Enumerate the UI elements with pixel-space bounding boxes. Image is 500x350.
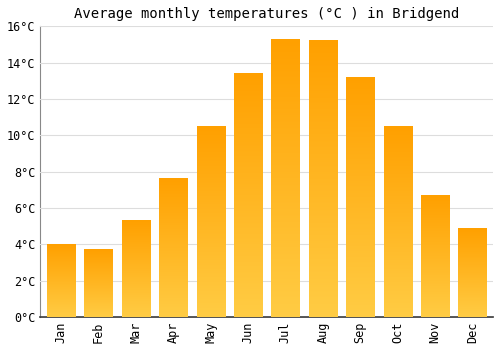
Title: Average monthly temperatures (°C ) in Bridgend: Average monthly temperatures (°C ) in Br… <box>74 7 460 21</box>
